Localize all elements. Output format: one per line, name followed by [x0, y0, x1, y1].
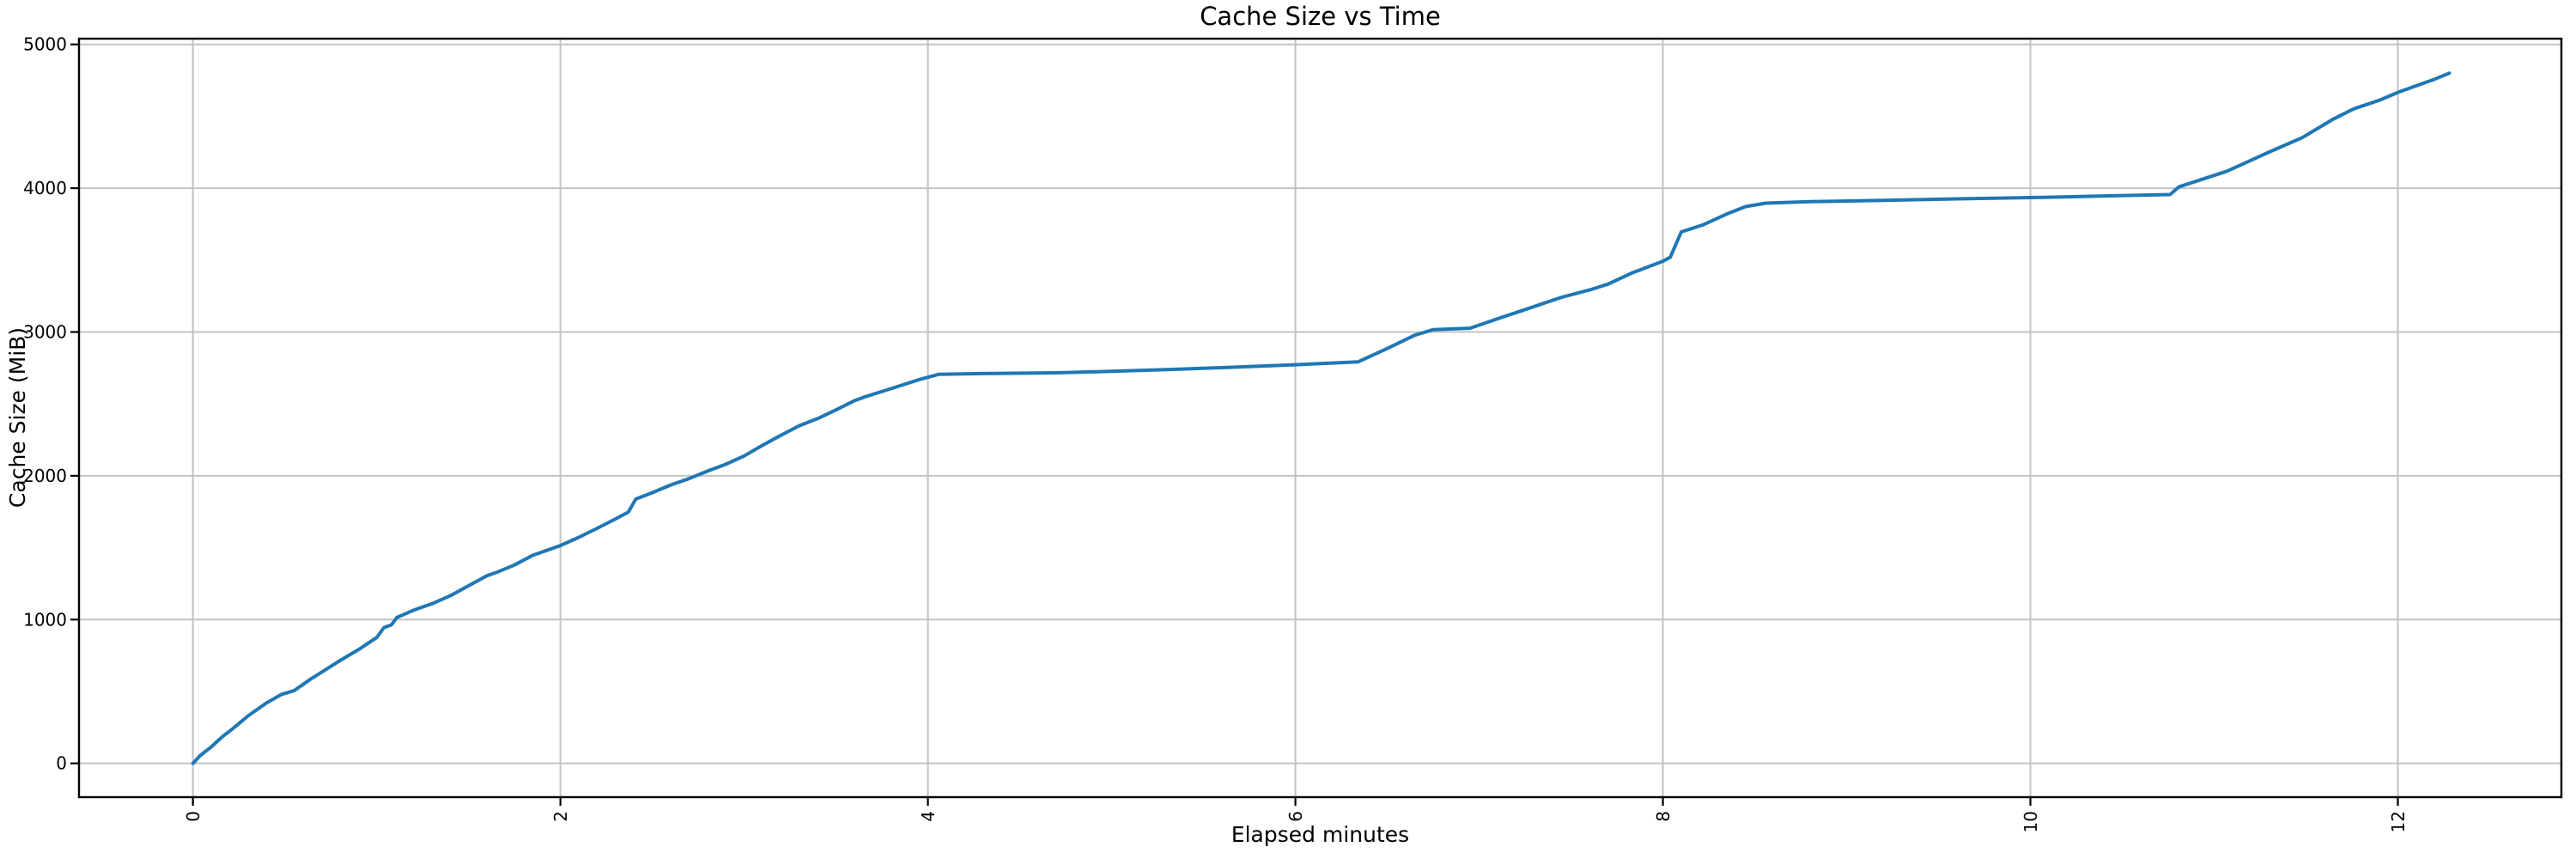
plot-border — [77, 37, 2563, 799]
x-tick-label: 2 — [550, 811, 571, 822]
x-tick-label: 12 — [2388, 811, 2409, 832]
x-tick-label: 8 — [1653, 811, 1674, 822]
gridlines — [79, 39, 2561, 797]
x-tick-label: 6 — [1285, 811, 1306, 822]
x-tick-labels: 0 2 4 6 8 10 12 — [183, 811, 2409, 832]
y-tick-label: 0 — [56, 753, 67, 774]
x-tick-label: 4 — [918, 811, 939, 822]
y-axis-label: Cache Size (MiB) — [5, 326, 30, 509]
y-tick-label: 1000 — [23, 609, 67, 630]
x-tick-label: 0 — [183, 811, 204, 822]
chart-title: Cache Size vs Time — [1200, 2, 1441, 31]
y-tick-label: 4000 — [23, 178, 67, 198]
y-tick-label: 3000 — [23, 321, 67, 342]
cache-size-line — [191, 71, 2451, 765]
tick-marks — [70, 43, 2399, 806]
y-tick-labels: 0 1000 2000 3000 4000 5000 — [23, 34, 67, 774]
x-axis-label: Elapsed minutes — [1230, 822, 1410, 847]
y-tick-label: 2000 — [23, 466, 67, 486]
y-tick-label: 5000 — [23, 34, 67, 55]
x-tick-label: 10 — [2020, 811, 2041, 832]
